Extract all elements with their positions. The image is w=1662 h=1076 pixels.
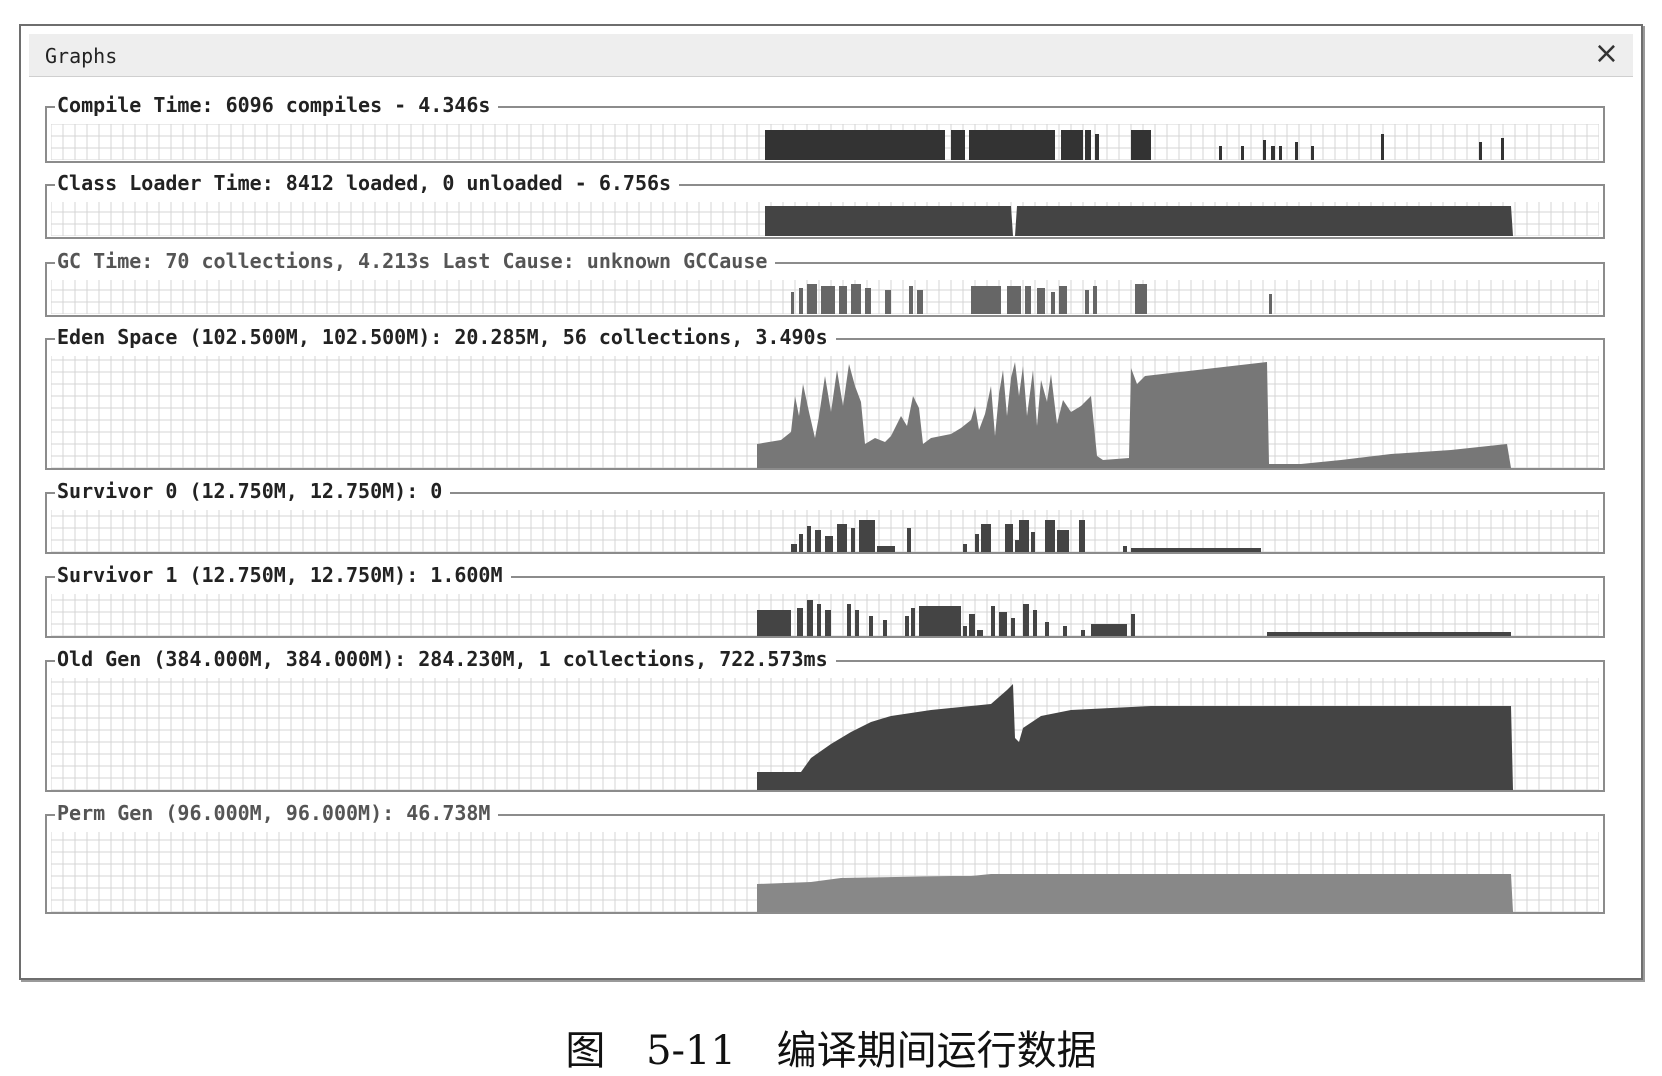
graph-label: Class Loader Time: 8412 loaded, 0 unload… [55,170,680,196]
graph-label: Eden Space (102.500M, 102.500M): 20.285M… [55,324,836,350]
window-titlebar: Graphs × [29,34,1633,77]
caption-figure: 图 [565,1028,606,1074]
graph-survivor-0: Survivor 0 (12.750M, 12.750M): 0 [45,478,1605,554]
survivor-0-plot [51,510,1599,552]
caption-text: 编译期间运行数据 [776,1028,1097,1074]
graphs-window: Graphs × Compile Time: 6096 compiles - 4… [19,24,1643,980]
old-gen-plot [51,678,1599,790]
graph-class-loader-time: Class Loader Time: 8412 loaded, 0 unload… [45,170,1605,239]
graph-perm-gen: Perm Gen (96.000M, 96.000M): 46.738M [45,800,1605,914]
graph-compile-time: Compile Time: 6096 compiles - 4.346s [45,92,1605,163]
graph-label: Old Gen (384.000M, 384.000M): 284.230M, … [55,646,836,672]
compile-time-plot [51,124,1599,160]
window-title: Graphs [45,44,118,68]
graph-survivor-1: Survivor 1 (12.750M, 12.750M): 1.600M [45,562,1605,638]
graph-label: Survivor 0 (12.750M, 12.750M): 0 [55,478,451,504]
eden-space-plot [51,356,1599,468]
graph-gc-time: GC Time: 70 collections, 4.213s Last Cau… [45,248,1605,317]
gc-time-plot [51,280,1599,314]
survivor-1-plot [51,594,1599,636]
graph-label: Survivor 1 (12.750M, 12.750M): 1.600M [55,562,511,588]
close-icon[interactable]: × [1593,36,1619,71]
graph-label: Compile Time: 6096 compiles - 4.346s [55,92,499,118]
caption-number: 5-11 [646,1028,736,1074]
class-loader-plot [51,202,1599,236]
graph-label: GC Time: 70 collections, 4.213s Last Cau… [55,248,776,274]
graph-old-gen: Old Gen (384.000M, 384.000M): 284.230M, … [45,646,1605,792]
graph-label: Perm Gen (96.000M, 96.000M): 46.738M [55,800,499,826]
perm-gen-plot [51,832,1599,912]
graph-eden-space: Eden Space (102.500M, 102.500M): 20.285M… [45,324,1605,470]
figure-caption: 图 5-11 编译期间运行数据 [0,1018,1662,1076]
